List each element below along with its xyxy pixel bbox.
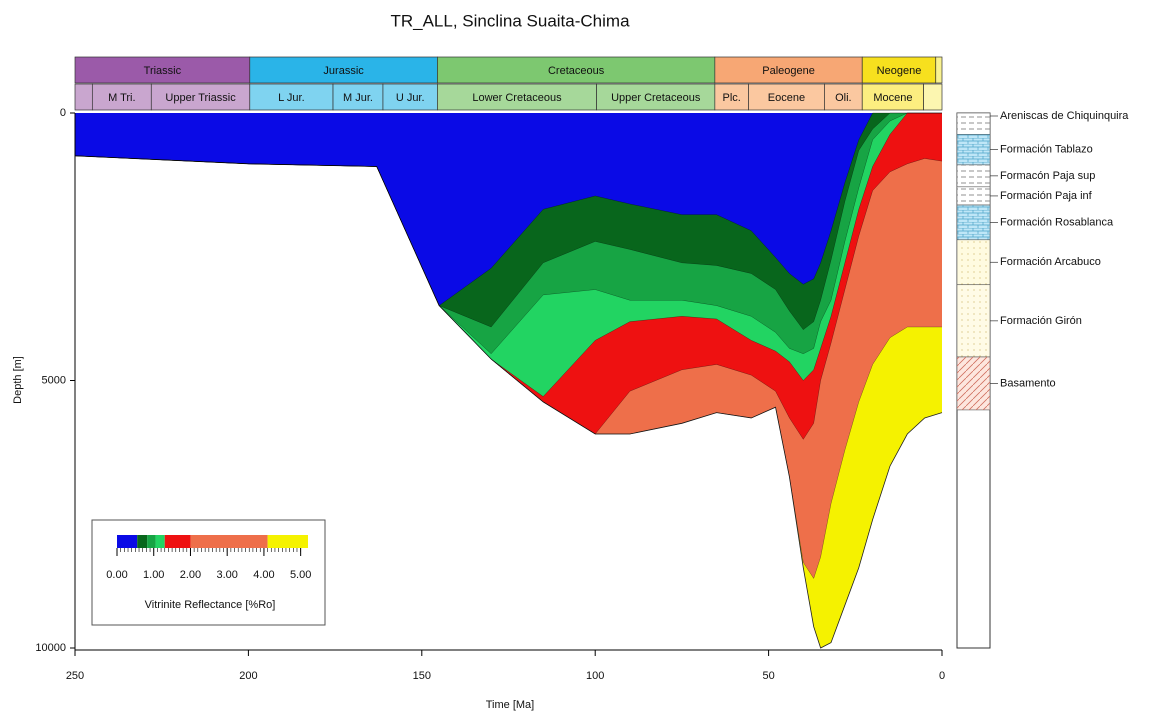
epoch-box: [923, 83, 943, 111]
x-tick-label: 100: [586, 670, 604, 682]
colorbar-segment: [155, 535, 165, 548]
colorbar-tick-label: 2.00: [180, 569, 201, 581]
colorbar-tick-label: 3.00: [216, 569, 237, 581]
formation-label: Areniscas de Chiquinquira: [1000, 110, 1129, 122]
colorbar-tick-label: 5.00: [290, 569, 311, 581]
period-box: [249, 56, 438, 84]
y-tick-label: 0: [60, 107, 66, 119]
colorbar-segment: [190, 535, 268, 548]
period-label: Neogene: [877, 65, 922, 77]
x-tick-label: 0: [939, 670, 945, 682]
colorbar-segment: [164, 535, 191, 548]
formation-pattern: [957, 186, 990, 206]
maturity-zone: [75, 113, 942, 648]
period-box: [861, 56, 937, 84]
x-axis-title: Time [Ma]: [486, 699, 535, 711]
formation-pattern: [957, 134, 990, 165]
chart-title: TR_ALL, Sinclina Suaita-Chima: [390, 11, 630, 30]
period-label: Paleogene: [762, 65, 815, 77]
period-label: Jurassic: [323, 65, 364, 77]
zone-boundary: [74, 112, 942, 330]
epoch-label: U Jur.: [396, 92, 425, 104]
formation-label: Formación Paja inf: [1000, 190, 1093, 202]
epoch-label: Upper Triassic: [165, 92, 236, 104]
formation-pattern: [957, 284, 990, 357]
period-label: Triassic: [144, 65, 182, 77]
zone-boundary: [74, 112, 942, 306]
epoch-box: [74, 83, 93, 111]
epoch-box: [150, 83, 251, 111]
colorbar-tick-label: 4.00: [253, 569, 274, 581]
y-tick-label: 5000: [42, 374, 66, 386]
colorbar-tick-label: 0.00: [106, 569, 127, 581]
epoch-box: [714, 83, 749, 111]
colorbar-segment: [147, 535, 156, 548]
period-box: [74, 56, 251, 84]
epoch-box: [382, 83, 438, 111]
x-tick-label: 50: [762, 670, 774, 682]
x-tick-label: 200: [239, 670, 257, 682]
formation-pattern: [957, 164, 990, 187]
epoch-box: [824, 83, 863, 111]
epoch-label: Mocene: [873, 92, 912, 104]
epoch-label: M Jur.: [343, 92, 373, 104]
zone-boundary: [74, 155, 942, 579]
y-axis-title: Depth [m]: [12, 356, 24, 404]
formation-pattern: [957, 205, 990, 240]
maturity-zone: [75, 155, 942, 649]
epoch-box: [249, 83, 334, 111]
formation-pattern: [957, 356, 990, 410]
colorbar-segment: [267, 535, 308, 548]
formation-label: Basamento: [1000, 377, 1056, 389]
period-box: [437, 56, 716, 84]
epoch-box: [748, 83, 825, 111]
formation-label: Formacón Paja sup: [1000, 170, 1095, 182]
period-box: [935, 56, 943, 84]
epoch-label: Lower Cretaceous: [472, 92, 562, 104]
epoch-box: [332, 83, 384, 111]
epoch-label: L Jur.: [278, 92, 305, 104]
formation-label: Formación Tablazo: [1000, 144, 1093, 156]
colorbar-segment: [117, 535, 138, 548]
x-tick-label: 250: [66, 670, 84, 682]
maturity-zone: [75, 113, 942, 648]
colorbar-title: Vitrinite Reflectance [%Ro]: [145, 599, 276, 611]
epoch-label: Plc.: [722, 92, 740, 104]
colorbar-tick-label: 1.00: [143, 569, 164, 581]
formation-label: Formación Rosablanca: [1000, 216, 1114, 228]
epoch-box: [437, 83, 597, 111]
epoch-box: [596, 83, 716, 111]
y-tick-label: 10000: [35, 642, 66, 654]
epoch-label: Eocene: [768, 92, 805, 104]
epoch-label: M Tri.: [108, 92, 136, 104]
zone-boundary: [74, 112, 942, 355]
formation-label: Formación Arcabuco: [1000, 256, 1101, 268]
formation-pattern: [957, 239, 990, 285]
period-box: [714, 56, 863, 84]
x-tick-label: 150: [413, 670, 431, 682]
formation-label: Formación Girón: [1000, 315, 1082, 327]
formation-pattern: [957, 113, 990, 135]
epoch-box: [91, 83, 152, 111]
epoch-label: Oli.: [835, 92, 852, 104]
epoch-label: Upper Cretaceous: [611, 92, 701, 104]
period-label: Cretaceous: [548, 65, 605, 77]
colorbar-segment: [137, 535, 148, 548]
